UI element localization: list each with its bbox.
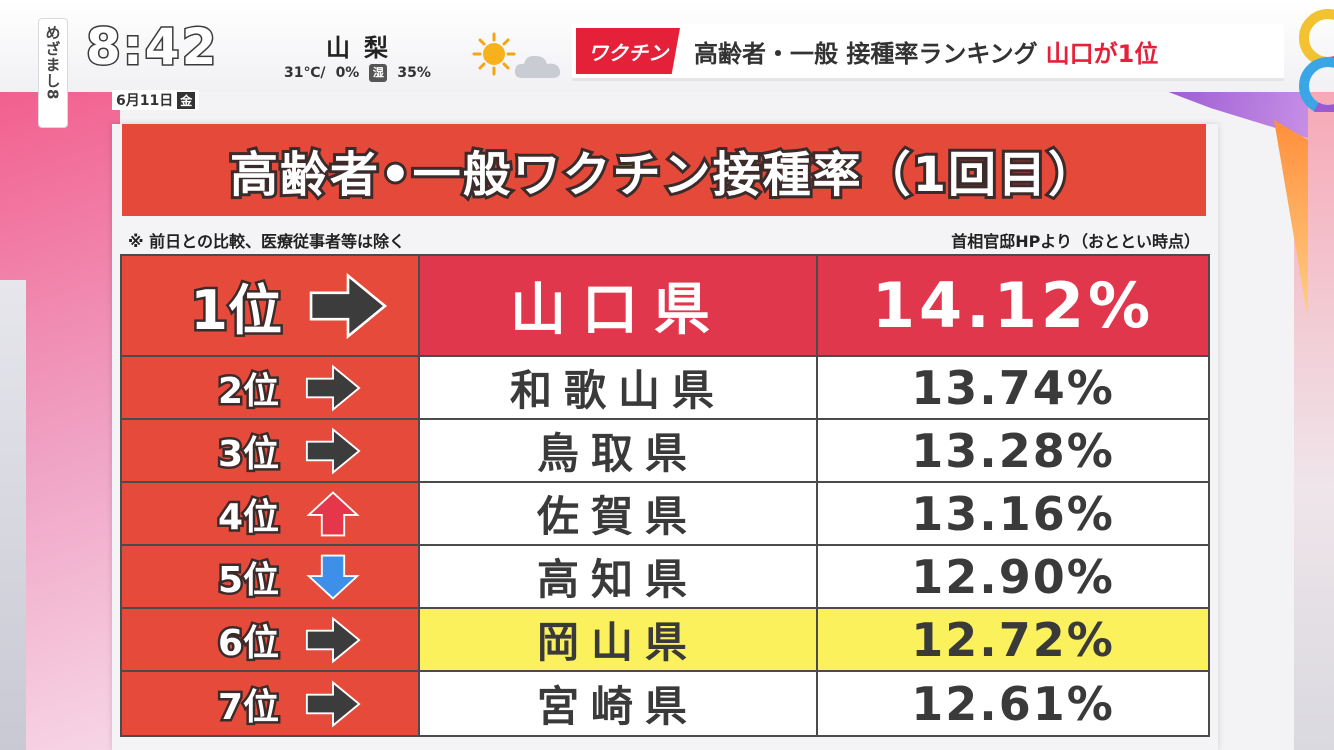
table-row: 4位 佐賀県 13.16%: [122, 483, 1208, 546]
rate-cell: 12.61%: [911, 676, 1115, 731]
weather-stats: 31℃/ 0% 湿 35%: [284, 64, 431, 82]
panel-title: 高齢者•一般ワクチン接種率（1回目）: [227, 144, 1099, 206]
rate-cell: 13.74%: [911, 360, 1115, 415]
arrow-right-icon: [305, 364, 361, 411]
panel-note: ※ 前日との比較、医療従事者等は除く: [128, 232, 405, 251]
arrow-right-icon: [305, 427, 361, 474]
panel-source: 首相官邸HPより（おととい時点）: [951, 232, 1200, 251]
rate-cell: 13.16%: [911, 486, 1115, 541]
arrow-right-icon: [305, 680, 361, 727]
rate-cell: 12.72%: [818, 609, 1208, 670]
ticker-headline: 高齢者・一般 接種率ランキング 山口が1位: [694, 34, 1158, 69]
table-row: 2位 和歌山県 13.74%: [122, 357, 1208, 420]
rate-cell: 13.28%: [911, 423, 1115, 478]
humidity-icon: 湿: [369, 64, 388, 82]
ranking-table: 1位 山口県 14.12% 2位 和歌山県 13.74% 3位 鳥取県 13.28% 4位 佐賀県 1…: [120, 254, 1210, 737]
channel-corner-logo-icon: [1299, 9, 1334, 112]
rank-label: 6位: [215, 620, 281, 666]
ticker-headline-accent: 山口が1位: [1045, 39, 1159, 68]
table-row: 5位 高知県 12.90%: [122, 546, 1208, 609]
cloud-icon: [514, 55, 561, 78]
table-row: 6位 岡山県 12.72%: [122, 609, 1208, 672]
rank-cell: 1位: [122, 256, 420, 355]
arrow-down-icon: [306, 554, 360, 600]
prefecture-cell: 宮崎県: [420, 672, 818, 735]
rank-cell: 6位: [122, 609, 420, 670]
prefecture-cell: 和歌山県: [420, 357, 818, 418]
table-row: 1位 山口県 14.12%: [122, 256, 1208, 357]
show-logo-text: めざまし8: [43, 25, 62, 101]
ticker-headline-main: 高齢者・一般 接種率ランキング: [694, 39, 1038, 68]
prefecture-cell: 鳥取県: [420, 420, 818, 481]
rank-label: 3位: [215, 431, 281, 477]
weekday-badge: 金: [177, 92, 196, 109]
rank-label: 4位: [215, 494, 281, 540]
panel-title-bar: 高齢者•一般ワクチン接種率（1回目）: [122, 124, 1206, 216]
weather-temp: 31℃/: [284, 65, 326, 81]
arrow-right-icon: [305, 616, 361, 663]
weather-precip: 0%: [335, 65, 360, 81]
rate-cell: 12.90%: [911, 549, 1115, 604]
clock: 8:42: [84, 17, 219, 78]
rank-cell: 4位: [122, 483, 420, 544]
table-row: 7位 宮崎県 12.61%: [122, 672, 1208, 735]
rank-cell: 2位: [122, 357, 420, 418]
weather-humidity: 35%: [397, 65, 431, 81]
broadcast-date: 6月11日金: [112, 90, 200, 110]
broadcast-top-bar: めざまし8 8:42 山梨 31℃/ 0% 湿 35% ワクチン 高齢者・一般 …: [0, 0, 1334, 128]
rank-cell: 7位: [122, 672, 420, 735]
prefecture-cell: 高知県: [420, 546, 818, 607]
rank-cell: 5位: [122, 546, 420, 607]
rank-cell: 3位: [122, 420, 420, 481]
ranking-panel: 高齢者•一般ワクチン接種率（1回目） ※ 前日との比較、医療従事者等は除く 首相…: [112, 124, 1218, 750]
weather-place: 山梨: [326, 34, 402, 62]
table-row: 3位 鳥取県 13.28%: [122, 420, 1208, 483]
rank-label: 1位: [188, 277, 285, 345]
background-left-strip: [0, 280, 26, 750]
rank-label: 7位: [215, 684, 281, 730]
ticker-category-tag: ワクチン: [576, 28, 680, 74]
rank-label: 2位: [215, 368, 281, 414]
prefecture-cell: 山口県: [420, 256, 818, 355]
prefecture-cell: 佐賀県: [420, 483, 818, 544]
rank-label: 5位: [215, 557, 281, 603]
sun-icon: [472, 32, 516, 76]
background-orange-ribbon: [1274, 120, 1308, 320]
arrow-right-icon: [309, 272, 388, 339]
rate-cell: 14.12%: [818, 256, 1208, 355]
prefecture-cell: 岡山県: [420, 609, 818, 670]
date-text: 6月11日: [116, 93, 174, 109]
show-logo: めざまし8: [38, 18, 68, 128]
news-ticker: ワクチン 高齢者・一般 接種率ランキング 山口が1位: [572, 24, 1284, 81]
arrow-up-icon: [306, 490, 360, 536]
